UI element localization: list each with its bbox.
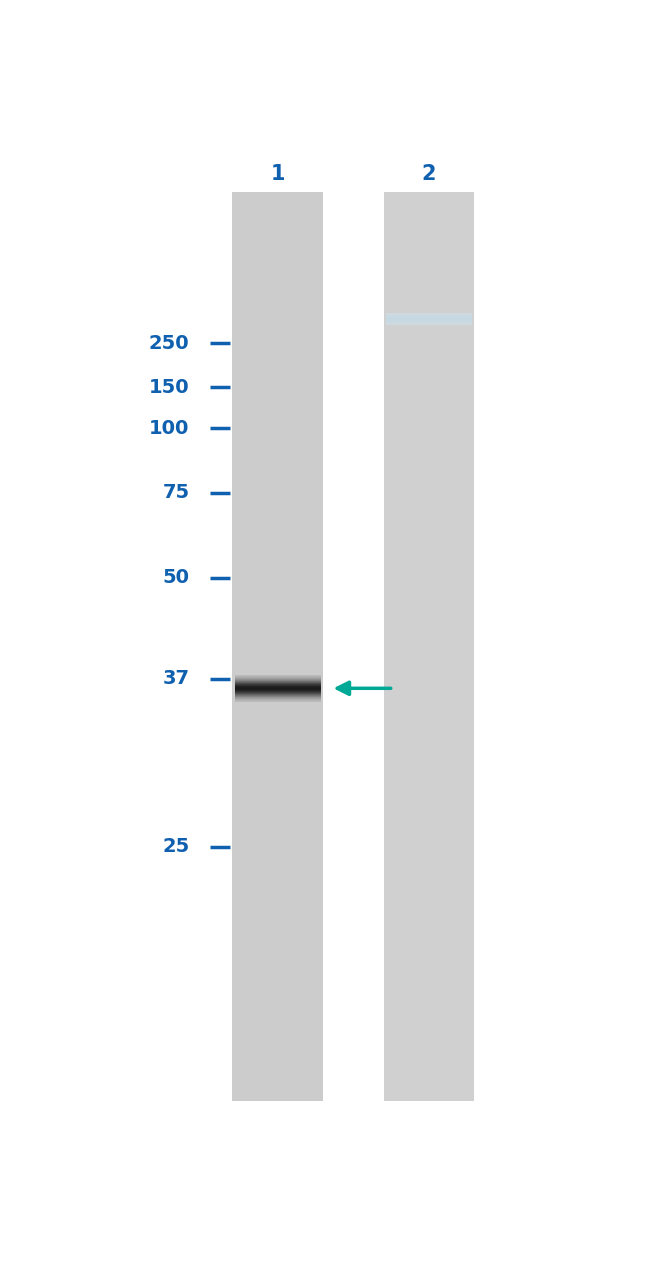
Text: 100: 100 [150,419,190,438]
Text: 150: 150 [149,377,190,396]
Text: 2: 2 [422,164,436,184]
Text: 75: 75 [162,483,190,502]
Text: 250: 250 [149,334,190,353]
Bar [384,192,474,1101]
Text: 1: 1 [270,164,285,184]
Text: 50: 50 [162,568,190,587]
Text: 25: 25 [162,837,190,856]
Text: 37: 37 [162,669,190,688]
Bar [233,192,323,1101]
